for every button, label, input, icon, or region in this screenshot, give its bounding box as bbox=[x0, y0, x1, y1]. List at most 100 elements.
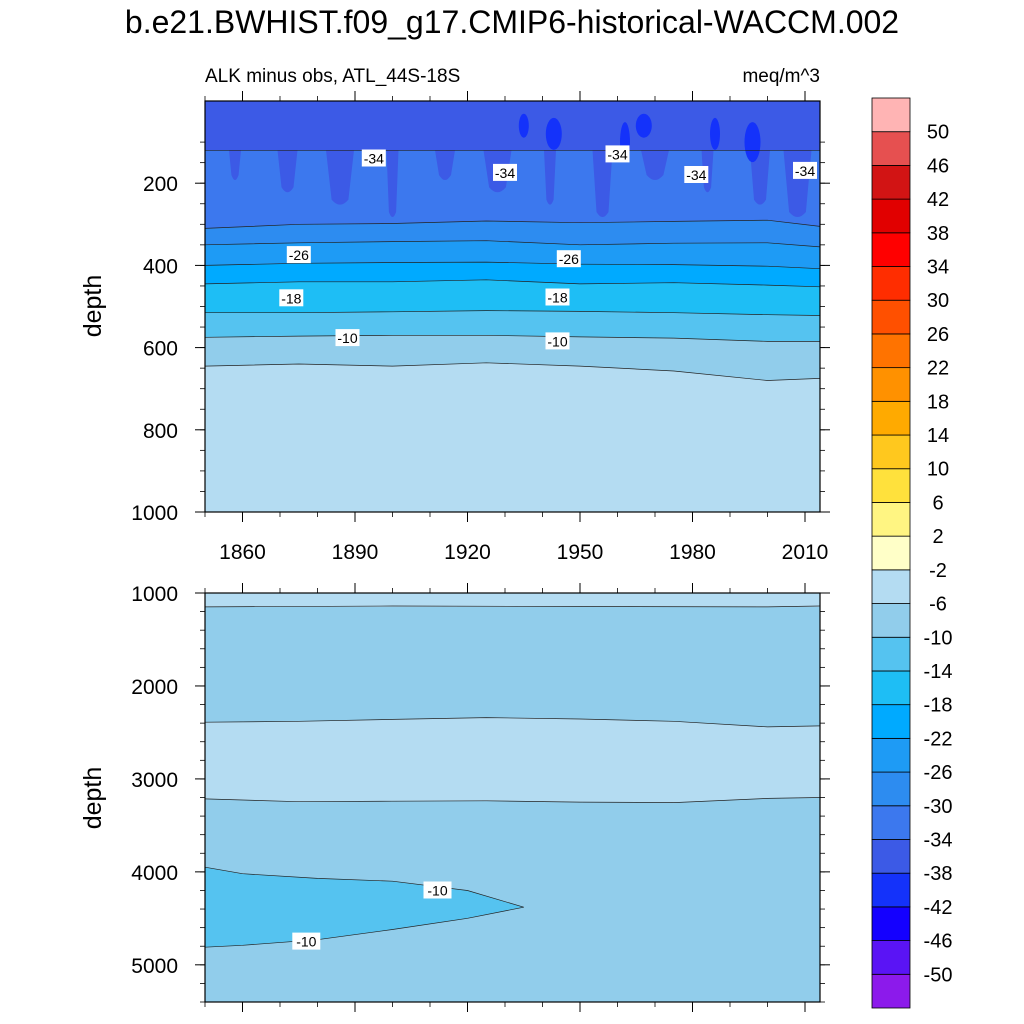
y-tick-label: 800 bbox=[143, 420, 178, 443]
contour-band-upper bbox=[205, 240, 820, 269]
colorbar-label: -6 bbox=[929, 594, 947, 616]
contour-band-upper bbox=[205, 335, 820, 381]
contour-line bbox=[205, 605, 820, 608]
colorbar-swatch bbox=[871, 569, 911, 604]
colorbar-swatch bbox=[871, 165, 911, 200]
colorbar-swatch bbox=[871, 704, 911, 739]
contour-fill-lower-top bbox=[205, 593, 820, 607]
contour-band-upper bbox=[205, 279, 820, 316]
colorbar-swatch bbox=[871, 232, 911, 267]
colorbar-label: -38 bbox=[924, 863, 953, 885]
colorbar-swatch bbox=[871, 940, 911, 975]
svg-text:-34: -34 bbox=[495, 165, 515, 181]
panel-subtitle-left: ALK minus obs, ATL_44S-18S bbox=[205, 66, 460, 87]
svg-text:-10: -10 bbox=[547, 333, 567, 349]
contour-plume bbox=[544, 150, 556, 205]
y-tick-label: 3000 bbox=[131, 769, 178, 792]
colorbar-label: 26 bbox=[927, 324, 949, 346]
contour-line bbox=[205, 261, 820, 270]
colorbar-label: 6 bbox=[932, 492, 943, 514]
contour-blob bbox=[545, 117, 562, 150]
contour-band-upper bbox=[205, 262, 820, 287]
contour-plume bbox=[277, 150, 298, 193]
contour-label: -34 bbox=[793, 161, 817, 179]
contour-blob bbox=[744, 122, 761, 163]
contour-blob bbox=[635, 113, 652, 138]
colorbar-swatch bbox=[871, 805, 911, 840]
contour-label: -34 bbox=[684, 166, 709, 183]
colorbar-label: 2 bbox=[932, 526, 943, 548]
contour-label: -34 bbox=[493, 163, 517, 181]
colorbar-swatch bbox=[871, 333, 911, 369]
y-tick-label: 5000 bbox=[131, 955, 178, 978]
y-tick-label: 1000 bbox=[131, 583, 178, 606]
contour-plume bbox=[326, 150, 354, 205]
contour-label: -18 bbox=[279, 289, 304, 307]
contour-line bbox=[205, 279, 820, 288]
contour-blob bbox=[710, 117, 720, 150]
svg-text:-18: -18 bbox=[281, 290, 301, 306]
contour-label: -34 bbox=[361, 149, 386, 167]
colorbar-label: -50 bbox=[924, 964, 953, 986]
colorbar-label: 34 bbox=[927, 257, 949, 279]
colorbar-label: 30 bbox=[927, 290, 949, 312]
colorbar-swatch bbox=[871, 603, 911, 638]
figure-title: b.e21.BWHIST.f09_g17.CMIP6-historical-WA… bbox=[125, 4, 899, 40]
svg-text:-34: -34 bbox=[686, 167, 706, 183]
panel-subtitle-right: meq/m^3 bbox=[742, 66, 820, 87]
colorbar-label: 46 bbox=[927, 155, 949, 177]
contour-plume bbox=[386, 150, 399, 217]
contour-plume bbox=[641, 150, 669, 180]
contour-line bbox=[205, 334, 820, 342]
lower-y-axis-label: depth bbox=[79, 767, 107, 830]
colorbar-swatch bbox=[871, 973, 911, 1009]
contour-line bbox=[205, 717, 820, 728]
contour-label: -26 bbox=[556, 250, 581, 268]
colorbar-label: 14 bbox=[927, 425, 949, 447]
contour-label: -10 bbox=[545, 332, 570, 350]
svg-text:-26: -26 bbox=[289, 247, 309, 263]
colorbar-swatch bbox=[871, 670, 911, 706]
upper-y-axis-label: depth bbox=[79, 275, 107, 338]
contour-line bbox=[205, 219, 820, 229]
colorbar-swatch bbox=[871, 97, 911, 133]
svg-text:-18: -18 bbox=[547, 290, 567, 306]
contour-label: -34 bbox=[605, 145, 630, 163]
colorbar-swatch bbox=[871, 367, 911, 402]
contour-fill-upper-surface bbox=[205, 101, 820, 151]
svg-text:-10: -10 bbox=[337, 330, 357, 346]
colorbar-label: -18 bbox=[924, 695, 953, 717]
colorbar-swatch bbox=[871, 535, 911, 571]
svg-text:-10: -10 bbox=[427, 883, 447, 899]
contour-label: -10 bbox=[335, 329, 360, 347]
svg-text:-34: -34 bbox=[795, 163, 815, 179]
contour-line bbox=[205, 310, 820, 316]
colorbar-label: -30 bbox=[924, 796, 953, 818]
colorbar-label: -22 bbox=[924, 728, 953, 750]
contour-line bbox=[205, 797, 820, 803]
colorbar-label: 18 bbox=[927, 391, 949, 413]
colorbar-label: 22 bbox=[927, 358, 949, 380]
colorbar-label: -14 bbox=[924, 661, 953, 683]
y-tick-label: 600 bbox=[143, 338, 178, 361]
colorbar-swatch bbox=[871, 771, 911, 807]
colorbar-label: -42 bbox=[924, 897, 953, 919]
contour-band-upper bbox=[205, 220, 820, 247]
svg-text:-26: -26 bbox=[559, 251, 579, 267]
contour-surface-layer bbox=[205, 101, 820, 112]
colorbar-swatch bbox=[871, 266, 911, 301]
contour-label: -10 bbox=[292, 932, 321, 950]
svg-text:-34: -34 bbox=[607, 146, 627, 162]
colorbar-label: -46 bbox=[924, 931, 953, 953]
x-tick-label: 1920 bbox=[444, 541, 491, 564]
colorbar-label: 42 bbox=[927, 189, 949, 211]
colorbar-swatch bbox=[871, 299, 911, 335]
x-tick-label: 2010 bbox=[782, 541, 829, 564]
colorbar-swatch bbox=[871, 636, 911, 672]
contour-tongue bbox=[205, 866, 524, 948]
colorbar-swatch bbox=[871, 839, 911, 874]
colorbar-label: 38 bbox=[927, 223, 949, 245]
colorbar-label: -10 bbox=[924, 627, 953, 649]
contour-plume bbox=[750, 150, 770, 205]
colorbar-swatch bbox=[871, 400, 911, 436]
